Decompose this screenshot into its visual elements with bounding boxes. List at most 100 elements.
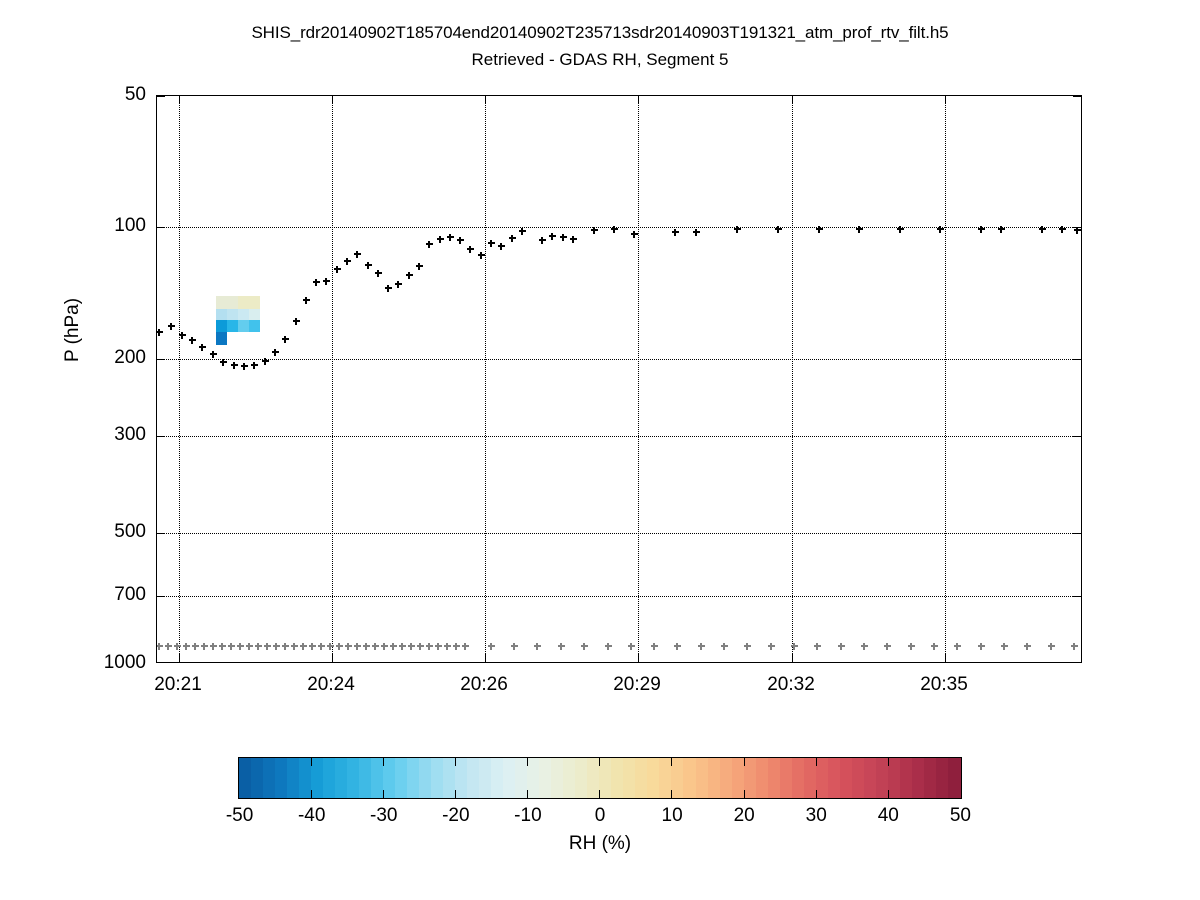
data-point-surface xyxy=(236,642,244,650)
data-point-surface xyxy=(218,642,226,650)
y-tick-label: 500 xyxy=(114,520,146,542)
data-point-retrieved xyxy=(671,228,679,236)
colorbar-segment xyxy=(299,758,312,798)
y-axis-label: P (hPa) xyxy=(62,297,83,363)
colorbar-tick-mark xyxy=(383,758,385,766)
colorbar-segment xyxy=(683,758,697,798)
colorbar-segment xyxy=(407,758,420,798)
data-point-surface xyxy=(510,642,518,650)
data-point-surface xyxy=(533,642,541,650)
data-point-surface xyxy=(416,642,424,650)
y-tick-mark xyxy=(157,96,165,97)
data-point-retrieved xyxy=(487,239,495,247)
y-tick-mark xyxy=(1073,596,1081,598)
colorbar-segment xyxy=(347,758,360,798)
colorbar-tick-label: -20 xyxy=(442,805,470,826)
heatmap-cell xyxy=(216,296,227,309)
colorbar-segment xyxy=(935,758,949,798)
data-point-surface xyxy=(272,642,280,650)
data-point-surface xyxy=(389,642,397,650)
colorbar-tick-mark xyxy=(527,790,529,798)
x-tick-mark xyxy=(638,96,639,104)
heatmap-cell xyxy=(216,309,227,320)
data-point-retrieved xyxy=(518,227,526,235)
colorbar-tick-mark xyxy=(887,790,889,798)
colorbar-segment xyxy=(443,758,457,798)
y-tick-mark xyxy=(1073,358,1081,360)
colorbar-tick-label: 20 xyxy=(733,805,755,826)
colorbar-tick-mark xyxy=(815,790,817,798)
data-point-surface xyxy=(353,642,361,650)
y-tick-mark xyxy=(157,358,165,360)
data-point-surface xyxy=(953,642,961,650)
data-point-retrieved xyxy=(1038,225,1046,233)
colorbar-segment xyxy=(815,758,829,798)
colorbar-tick-label: -40 xyxy=(297,805,326,826)
colorbar-segment xyxy=(731,758,745,798)
colorbar-segment xyxy=(323,758,336,798)
data-point-retrieved xyxy=(343,257,351,265)
colorbar-tick-mark xyxy=(671,790,673,798)
x-tick-label: 20:21 xyxy=(154,674,202,695)
data-point-surface xyxy=(362,642,370,650)
colorbar-tick-mark xyxy=(311,758,313,766)
data-point-retrieved xyxy=(384,284,392,292)
data-point-retrieved xyxy=(590,226,598,234)
data-point-surface xyxy=(299,642,307,650)
colorbar-tick-mark xyxy=(527,758,529,766)
colorbar-segment xyxy=(491,758,505,798)
data-point-surface xyxy=(1000,642,1008,650)
gridline-vertical xyxy=(945,96,946,662)
x-tick-mark xyxy=(332,654,333,662)
plot-inner xyxy=(157,96,1081,662)
colorbar-tick-label: 10 xyxy=(661,805,683,826)
colorbar-segment xyxy=(827,758,841,798)
heatmap-cell xyxy=(227,309,238,320)
colorbar-segment xyxy=(755,758,769,798)
heatmap-cell xyxy=(216,320,227,332)
data-point-retrieved xyxy=(936,225,944,233)
data-point-surface xyxy=(254,642,262,650)
data-point-retrieved xyxy=(292,317,300,325)
data-point-retrieved xyxy=(466,245,474,253)
colorbar-segment xyxy=(839,758,853,798)
data-point-retrieved xyxy=(312,278,320,286)
data-point-surface xyxy=(790,642,798,650)
colorbar-segment xyxy=(923,758,937,798)
figure-title-block: SHIS_rdr20140902T185704end20140902T23571… xyxy=(0,22,1200,71)
colorbar-segment xyxy=(275,758,288,798)
colorbar-segment xyxy=(611,758,625,798)
y-tick-mark xyxy=(157,532,165,534)
data-point-surface xyxy=(191,642,199,650)
colorbar-segment xyxy=(719,758,733,798)
y-tick-label: 200 xyxy=(114,346,146,368)
data-point-surface xyxy=(743,642,751,650)
colorbar-segment xyxy=(623,758,637,798)
colorbar-segment xyxy=(431,758,445,798)
data-point-retrieved xyxy=(538,236,546,244)
data-point-retrieved xyxy=(394,280,402,288)
x-tick-mark xyxy=(179,654,180,662)
colorbar-segment xyxy=(659,758,673,798)
figure-title-filename: SHIS_rdr20140902T185704end20140902T23571… xyxy=(251,23,949,42)
data-point-surface xyxy=(308,642,316,650)
data-point-retrieved xyxy=(425,240,433,248)
data-point-surface xyxy=(604,642,612,650)
colorbar-segment xyxy=(395,758,408,798)
gridline-vertical xyxy=(332,96,333,662)
colorbar-segment xyxy=(587,758,601,798)
gridline-horizontal xyxy=(157,532,1081,534)
colorbar-segment xyxy=(851,758,865,798)
x-tick-mark xyxy=(332,96,333,104)
colorbar-tick-label: 0 xyxy=(594,805,606,826)
heatmap-cell xyxy=(238,309,249,320)
colorbar-segment xyxy=(695,758,709,798)
y-tick-mark xyxy=(157,435,165,437)
y-tick-mark xyxy=(1073,532,1081,534)
data-point-surface xyxy=(182,642,190,650)
data-point-retrieved xyxy=(333,265,341,273)
data-point-retrieved xyxy=(271,348,279,356)
x-tick-label: 20:24 xyxy=(307,674,355,695)
colorbar-tick-mark xyxy=(599,790,601,798)
figure-subtitle: Retrieved - GDAS RH, Segment 5 xyxy=(471,50,729,69)
